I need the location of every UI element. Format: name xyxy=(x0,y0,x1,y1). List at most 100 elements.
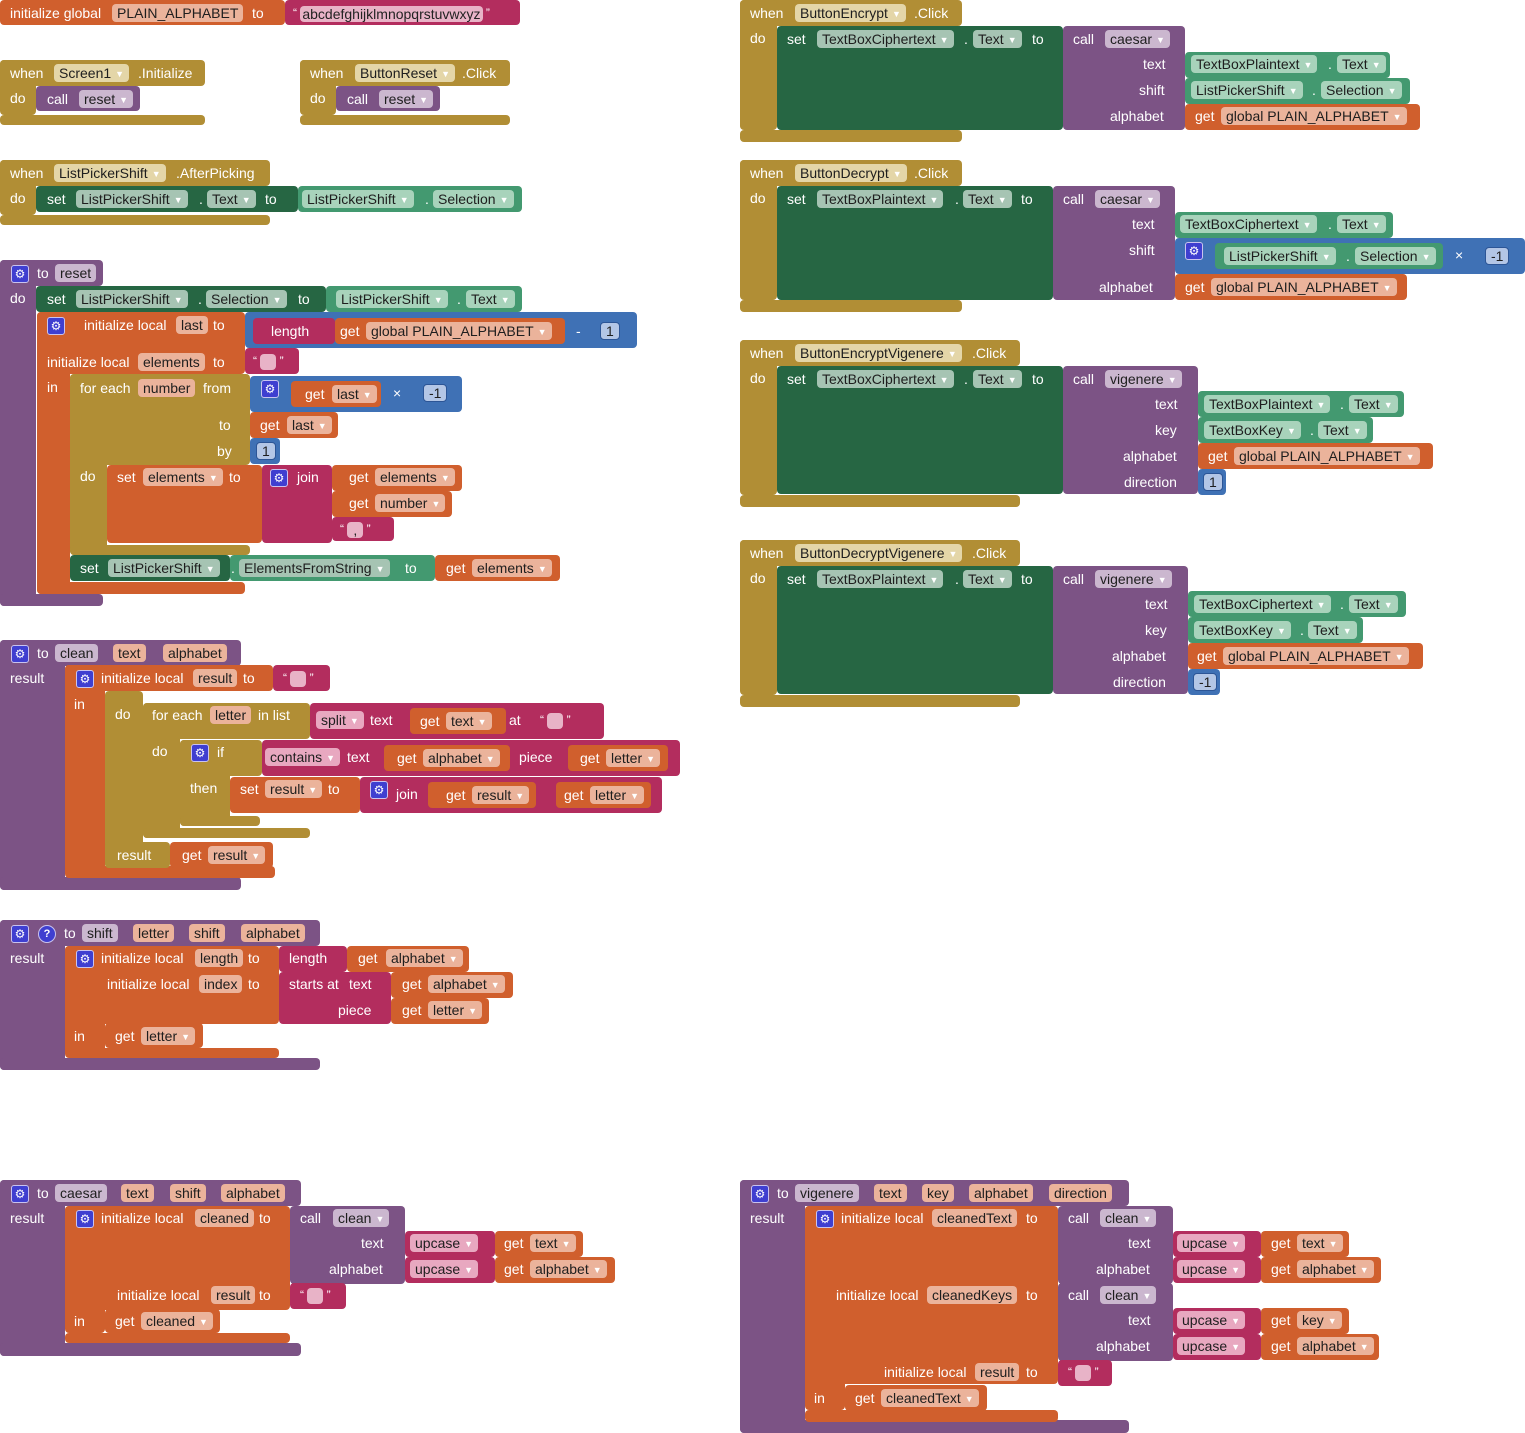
variable-block[interactable] xyxy=(65,1048,279,1058)
procedure-block[interactable] xyxy=(740,1180,805,1433)
dropdown-field[interactable]: alphabet ▼ xyxy=(1297,1337,1374,1355)
event-block[interactable] xyxy=(105,691,143,868)
procedure-block[interactable] xyxy=(0,1343,301,1356)
number-field[interactable]: 1 xyxy=(1203,473,1223,491)
variable-name-field[interactable]: alphabet xyxy=(969,1184,1033,1202)
event-block[interactable] xyxy=(143,828,310,838)
variable-name-field[interactable]: alphabet xyxy=(221,1184,285,1202)
dropdown-field[interactable]: letter ▼ xyxy=(141,1027,196,1045)
dropdown-field[interactable]: Text ▼ xyxy=(973,370,1022,388)
dropdown-field[interactable]: split ▼ xyxy=(316,711,364,729)
procedure-block[interactable] xyxy=(0,920,65,1070)
number-field[interactable]: -1 xyxy=(1193,673,1218,691)
dropdown-field[interactable]: Text ▼ xyxy=(1308,621,1357,639)
dropdown-field[interactable]: global PLAIN_ALPHABET ▼ xyxy=(1234,447,1420,465)
dropdown-field[interactable]: text ▼ xyxy=(446,712,492,730)
variable-name-field[interactable]: cleaned xyxy=(195,1209,255,1227)
dropdown-field[interactable]: TextBoxCiphertext ▼ xyxy=(1180,215,1317,233)
dropdown-field[interactable]: TextBoxPlaintext ▼ xyxy=(1204,395,1331,413)
event-block[interactable] xyxy=(740,160,777,300)
string-literal[interactable]: “ ” xyxy=(253,352,284,370)
variable-name-field[interactable]: result xyxy=(975,1363,1020,1381)
dropdown-field[interactable]: vigenere ▼ xyxy=(1105,370,1182,388)
dropdown-field[interactable]: upcase ▼ xyxy=(1177,1311,1246,1329)
string-literal[interactable]: “ ” xyxy=(540,711,571,729)
variable-block[interactable] xyxy=(65,1333,290,1343)
gear-icon[interactable]: ⚙ xyxy=(76,950,94,968)
dropdown-field[interactable]: letter ▼ xyxy=(606,749,661,767)
gear-icon[interactable]: ⚙ xyxy=(370,781,388,799)
gear-icon[interactable]: ⚙ xyxy=(191,744,209,762)
dropdown-field[interactable]: Selection ▼ xyxy=(1321,81,1402,99)
dropdown-field[interactable]: alphabet ▼ xyxy=(530,1260,607,1278)
dropdown-field[interactable]: caesar ▼ xyxy=(1095,190,1160,208)
dropdown-field[interactable]: upcase ▼ xyxy=(1177,1337,1246,1355)
dropdown-field[interactable]: global PLAIN_ALPHABET ▼ xyxy=(1221,107,1407,125)
string-value-field[interactable]: , xyxy=(347,521,364,538)
gear-icon[interactable]: ⚙ xyxy=(11,645,29,663)
dropdown-field[interactable]: reset ▼ xyxy=(79,90,134,108)
dropdown-field[interactable]: ButtonReset ▼ xyxy=(355,64,455,82)
dropdown-field[interactable]: ButtonDecrypt ▼ xyxy=(795,164,907,182)
variable-block[interactable] xyxy=(37,312,70,594)
variable-name-field[interactable]: text xyxy=(874,1184,907,1202)
text-block[interactable] xyxy=(279,972,391,1024)
string-value-field[interactable] xyxy=(260,353,277,370)
dropdown-field[interactable]: ButtonEncrypt ▼ xyxy=(795,4,906,22)
variable-name-field[interactable]: key xyxy=(922,1184,954,1202)
variable-name-field[interactable]: letter xyxy=(210,706,252,724)
dropdown-field[interactable]: upcase ▼ xyxy=(1177,1260,1246,1278)
variable-name-field[interactable]: shift xyxy=(82,924,118,942)
event-block[interactable] xyxy=(105,842,170,868)
dropdown-field[interactable]: Text ▼ xyxy=(1318,421,1367,439)
number-field[interactable]: -1 xyxy=(1485,247,1510,265)
dropdown-field[interactable]: Text ▼ xyxy=(466,290,515,308)
variable-block[interactable] xyxy=(65,866,275,878)
dropdown-field[interactable]: elements ▼ xyxy=(375,468,455,486)
dropdown-field[interactable]: key ▼ xyxy=(1297,1311,1342,1329)
dropdown-field[interactable]: upcase ▼ xyxy=(410,1234,479,1252)
event-block[interactable] xyxy=(0,60,36,115)
gear-icon[interactable]: ⚙ xyxy=(11,925,29,943)
dropdown-field[interactable]: letter ▼ xyxy=(428,1001,483,1019)
variable-name-field[interactable]: shift xyxy=(189,924,225,942)
string-value-field[interactable] xyxy=(547,712,564,729)
dropdown-field[interactable]: ListPickerShift ▼ xyxy=(302,190,414,208)
dropdown-field[interactable]: TextBoxKey ▼ xyxy=(1194,621,1291,639)
dropdown-field[interactable]: Text ▼ xyxy=(207,190,256,208)
variable-name-field[interactable]: text xyxy=(113,644,146,662)
string-value-field[interactable]: abcdefghijklmnopqrstuvwxyz xyxy=(300,5,483,22)
variable-name-field[interactable]: index xyxy=(199,975,243,993)
variable-name-field[interactable]: shift xyxy=(170,1184,206,1202)
variable-name-field[interactable]: cleanedText xyxy=(932,1209,1017,1227)
text-block[interactable] xyxy=(279,946,347,972)
dropdown-field[interactable]: caesar ▼ xyxy=(1105,30,1170,48)
variable-name-field[interactable]: result xyxy=(211,1286,256,1304)
variable-name-field[interactable]: elements xyxy=(138,353,205,371)
dropdown-field[interactable]: Text ▼ xyxy=(1337,215,1386,233)
dropdown-field[interactable]: Text ▼ xyxy=(973,30,1022,48)
gear-icon[interactable]: ⚙ xyxy=(11,265,29,283)
event-block[interactable] xyxy=(740,0,777,130)
dropdown-field[interactable]: Text ▼ xyxy=(1349,395,1398,413)
dropdown-field[interactable]: upcase ▼ xyxy=(1177,1234,1246,1252)
procedure-block[interactable] xyxy=(0,1058,320,1070)
dropdown-field[interactable]: alphabet ▼ xyxy=(386,949,463,967)
dropdown-field[interactable]: ListPickerShift ▼ xyxy=(1191,81,1303,99)
dropdown-field[interactable]: ButtonDecryptVigenere ▼ xyxy=(795,544,963,562)
event-block[interactable] xyxy=(143,703,180,838)
number-field[interactable]: 1 xyxy=(600,322,620,340)
event-block[interactable] xyxy=(740,540,777,695)
procedure-block[interactable] xyxy=(740,1420,1129,1433)
procedure-block[interactable] xyxy=(0,260,36,606)
dropdown-field[interactable]: alphabet ▼ xyxy=(1297,1260,1374,1278)
variable-block[interactable] xyxy=(65,665,105,876)
dropdown-field[interactable]: clean ▼ xyxy=(1100,1286,1157,1304)
dropdown-field[interactable]: TextBoxCiphertext ▼ xyxy=(817,30,954,48)
gear-icon[interactable]: ⚙ xyxy=(270,469,288,487)
variable-block[interactable] xyxy=(805,1410,1058,1422)
procedure-block[interactable] xyxy=(0,1180,65,1356)
variable-name-field[interactable]: vigenere xyxy=(795,1184,859,1202)
dropdown-field[interactable]: vigenere ▼ xyxy=(1095,570,1172,588)
